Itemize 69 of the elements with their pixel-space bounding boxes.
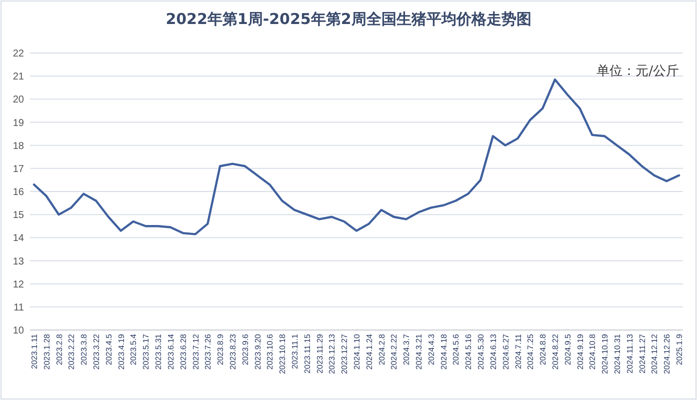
x-tick-label: 2024.2.22 [390,333,399,370]
y-tick-label: 21 [12,72,24,83]
x-tick-label: 2023.1.28 [42,333,52,370]
y-tick-label: 15 [12,210,24,222]
x-tick-label: 2024.1.10 [352,333,362,370]
y-tick-label: 17 [12,164,24,175]
x-tick-label: 2023.12.13 [328,333,337,374]
x-tick-label: 2023.7.26 [204,333,213,370]
x-tick-label: 2023.11.15 [302,333,312,374]
y-tick-label: 11 [14,302,24,314]
x-tick-label: 2024.4.18 [439,333,448,370]
y-tick-label: 22 [12,48,24,60]
y-tick-label: 20 [12,94,24,106]
y-tick-label: 14 [12,233,24,244]
chart-title: 2022年第1周-2025年第2周全国生猪平均价格走势图 [166,10,532,28]
x-tick-label: 2024.8.22 [550,333,560,370]
x-tick-label: 2024.3.21 [414,333,424,370]
x-tick-label: 2024.5.30 [476,333,486,370]
x-tick-label: 2025.1.9 [675,333,684,366]
x-tick-label: 2023.10.6 [266,333,275,370]
y-tick-label: 18 [12,140,24,152]
x-tick-label: 2024.5.6 [452,333,461,366]
x-tick-label: 2024.6.13 [488,333,498,370]
x-tick-label: 2023.6.14 [166,333,176,370]
x-tick-label: 2023.9.20 [253,333,262,370]
x-tick-label: 2023.1.11 [30,333,39,369]
x-tick-label: 2024.3.7 [402,333,412,366]
y-tick-label: 16 [12,187,24,198]
x-tick-label: 2024.7.25 [526,333,536,370]
x-tick-label: 2024.9.19 [576,333,585,370]
x-tick-label: 2023.3.22 [92,333,102,370]
x-tick-label: 2024.7.11 [514,333,523,369]
x-tick-label: 2023.3.8 [80,333,89,366]
x-tick-label: 2023.12.27 [340,333,350,374]
x-tick-label: 2023.7.12 [191,333,200,370]
y-tick-label: 19 [12,118,24,129]
y-tick-label: 12 [12,279,24,290]
x-tick-label: 2023.5.17 [142,333,151,370]
x-tick-label: 2024.6.27 [501,333,510,370]
x-tick-label: 2023.8.9 [216,333,226,366]
x-tick-label: 2023.4.19 [116,333,126,370]
x-tick-label: 2024.10.8 [588,333,598,370]
x-tick-label: 2023.2.22 [67,333,76,370]
x-tick-label: 2024.2.8 [377,333,386,366]
x-tick-label: 2023.11.1 [290,333,300,369]
x-tick-label: 2023.10.18 [278,333,288,374]
x-tick-label: 2024.5.16 [464,333,474,370]
x-tick-label: 2024.11.27 [638,333,647,374]
x-tick-label: 2024.8.8 [538,333,548,366]
x-tick-label: 2023.9.6 [240,333,250,366]
line-series [32,78,680,236]
x-tick-label: 2023.5.31 [154,333,164,370]
x-tick-label: 2024.11.13 [625,333,634,374]
y-tick-label: 13 [12,256,24,268]
x-tick-label: 2023.6.28 [178,333,188,370]
annotation: 单位：元/公斤 [596,64,679,79]
x-tick-label: 2023.4.5 [104,333,114,366]
x-tick-label: 2023.2.8 [54,333,64,366]
x-tick-label: 2023.5.4 [129,333,138,366]
x-tick-label: 2024.4.3 [426,333,436,366]
x-tick-label: 2024.12.26 [662,333,672,374]
x-tick-label: 2023.11.29 [315,333,324,374]
x-tick-label: 2024.10.19 [600,333,610,374]
x-tick-label: 2024.12.12 [650,333,660,374]
x-tick-label: 2024.1.24 [364,333,374,370]
y-tick-label: 10 [12,326,24,336]
x-tick-label: 2024.10.31 [612,333,622,374]
x-tick-label: 2024.9.5 [563,333,572,366]
x-tick-label: 2023.8.23 [228,333,238,370]
